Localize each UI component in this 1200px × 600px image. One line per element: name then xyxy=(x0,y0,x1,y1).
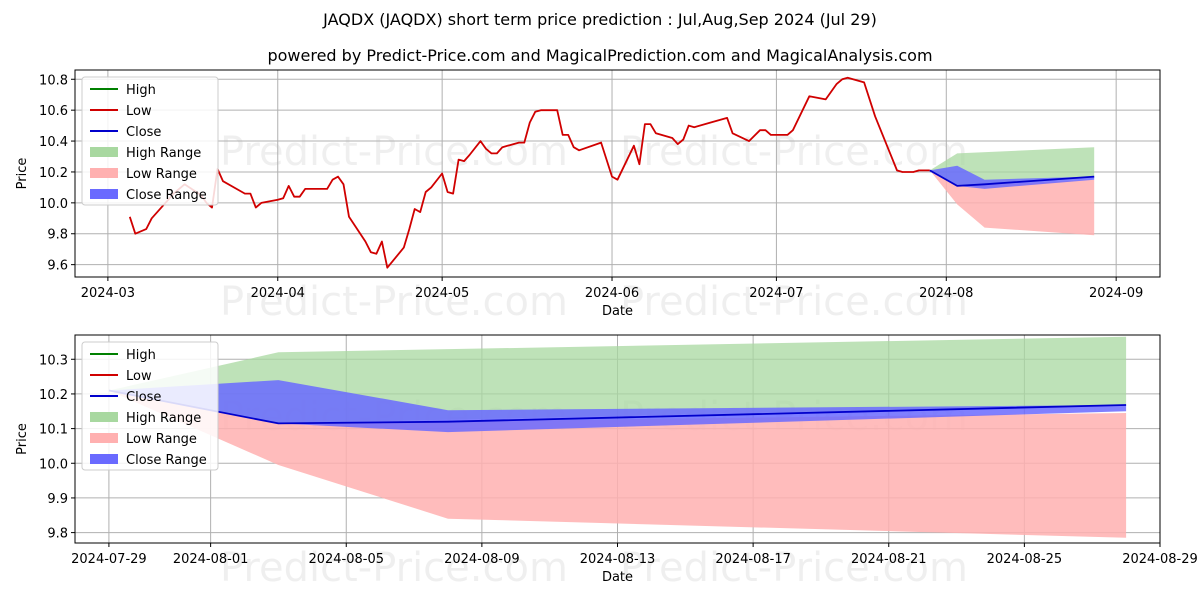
series-line-low xyxy=(128,76,930,269)
y-tick-label: 10.3 xyxy=(39,353,68,368)
plot-frame xyxy=(74,334,1161,544)
x-tick-label: 2024-08-01 xyxy=(173,552,249,567)
y-tick-label: 10.0 xyxy=(39,457,68,472)
y-tick-label: 9.8 xyxy=(47,228,68,243)
y-tick-label: 10.0 xyxy=(39,197,68,212)
chart-subtitle: powered by Predict-Price.com and Magical… xyxy=(267,46,933,65)
legend-label-low-range: Low Range xyxy=(126,167,197,182)
x-tick-label: 2024-03 xyxy=(81,286,135,301)
x-tick-label: 2024-04 xyxy=(251,286,305,301)
x-tick-label: 2024-08-25 xyxy=(987,552,1063,567)
plot-area xyxy=(108,336,1127,538)
x-tick-label: 2024-08 xyxy=(919,286,973,301)
y-tick-label: 10.2 xyxy=(39,388,68,403)
x-tick-label: 2024-06 xyxy=(585,286,639,301)
watermark-text: Predict-Price.com xyxy=(620,129,968,175)
legend-label-close: Close xyxy=(126,390,161,405)
band-close-range xyxy=(929,165,1095,189)
x-tick-label: 2024-07 xyxy=(749,286,803,301)
chart-title: JAQDX (JAQDX) short term price predictio… xyxy=(323,10,877,29)
x-tick-label: 2024-08-29 xyxy=(1122,552,1198,567)
legend-label-high-range: High Range xyxy=(126,411,201,426)
y-axis-label: Price xyxy=(15,423,30,455)
x-tick-label: 2024-08-13 xyxy=(580,552,656,567)
legend-label-high-range: High Range xyxy=(126,146,201,161)
y-tick-label: 10.6 xyxy=(39,104,68,119)
x-tick-label: 2024-08-21 xyxy=(851,552,927,567)
y-tick-label: 10.1 xyxy=(39,423,68,438)
legend-label-low: Low xyxy=(126,104,152,119)
x-tick-label: 2024-05 xyxy=(415,286,469,301)
legend-swatch-close-range xyxy=(90,454,118,464)
series-line-close xyxy=(929,169,1095,187)
legend-swatch-close-range xyxy=(90,189,118,199)
legend-label-high: High xyxy=(126,83,156,98)
x-tick-label: 2024-08-09 xyxy=(444,552,520,567)
legend-label-high: High xyxy=(126,348,156,363)
legend-swatch-low-range xyxy=(90,433,118,443)
watermark-text: Predict-Price.com xyxy=(220,545,568,591)
legend-label-close: Close xyxy=(126,125,161,140)
plot-area xyxy=(128,76,1095,269)
legend-label-low: Low xyxy=(126,369,152,384)
x-tick-label: 2024-08-05 xyxy=(308,552,384,567)
band-close-range xyxy=(108,380,1127,433)
legend-swatch-low-range xyxy=(90,168,118,178)
y-tick-label: 10.4 xyxy=(39,135,68,150)
y-tick-label: 10.2 xyxy=(39,166,68,181)
watermark-text: Predict-Price.com xyxy=(620,279,968,325)
y-tick-label: 9.8 xyxy=(47,527,68,542)
legend-swatch-high-range xyxy=(90,412,118,422)
plot-panel-1: Predict-Price.com Predict-Price.com Predic… xyxy=(15,69,1161,325)
watermark-text: Predict-Price.com xyxy=(620,545,968,591)
plot-frame xyxy=(74,69,1161,278)
x-tick-label: 2024-08-17 xyxy=(715,552,791,567)
x-tick-label: 2024-07-29 xyxy=(71,552,147,567)
x-axis-label: Date xyxy=(602,570,633,585)
y-tick-label: 10.8 xyxy=(39,73,68,88)
legend-label-close-range: Close Range xyxy=(126,188,207,203)
y-tick-label: 9.9 xyxy=(47,492,68,507)
plot-panel-2: Predict-Price.comPredict-Price.comPredic… xyxy=(15,334,1198,591)
legend-swatch-high-range xyxy=(90,147,118,157)
watermark-text: Predict-Price.com xyxy=(220,279,568,325)
x-axis-label: Date xyxy=(602,304,633,319)
legend-label-close-range: Close Range xyxy=(126,453,207,468)
watermark-text: Predict-Price.com xyxy=(220,129,568,175)
y-tick-label: 9.6 xyxy=(47,259,68,274)
x-tick-label: 2024-09 xyxy=(1089,286,1143,301)
legend-label-low-range: Low Range xyxy=(126,432,197,447)
y-axis-label: Price xyxy=(15,158,30,190)
